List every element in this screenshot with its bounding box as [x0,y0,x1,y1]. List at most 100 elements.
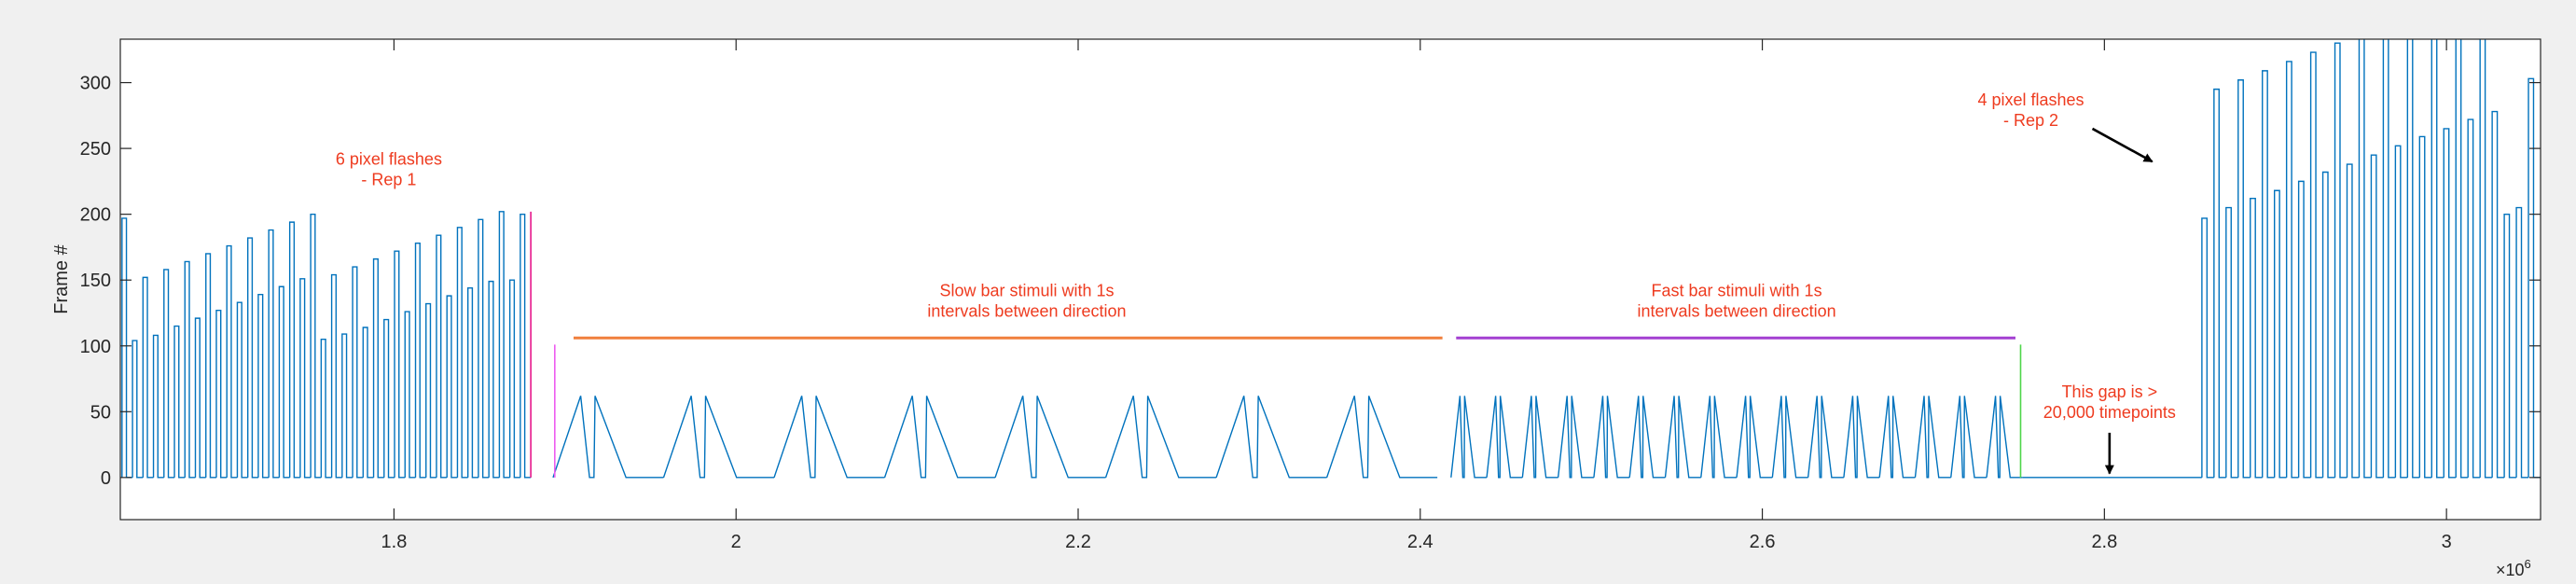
flash-pulse [2250,198,2263,479]
flash-pulse [2455,39,2469,479]
x-axis-exponent: ×106 [2496,557,2531,579]
flash-pulse [478,218,490,479]
flash-pulse [2479,39,2493,479]
flash-pulse [2309,51,2323,479]
flash-pulse [508,279,520,479]
annotation-text: This gap is > 20,000 timepoints [2043,382,2176,422]
bar-sweep [1450,396,1488,479]
annotation-text: Fast bar stimuli with 1s intervals betwee… [1637,282,1835,321]
marks-layer [121,39,2541,479]
annotation-text: 4 pixel flashes - Rep 2 [1977,90,2084,130]
x-tick-label: 3 [2442,532,2452,552]
bar-sweep [883,396,996,479]
annotation-line: intervals between direction [927,302,1126,321]
flash-pulse [236,301,248,479]
flash-pulse [362,327,374,479]
flash-pulse [2225,206,2238,479]
signal-series [121,39,2541,479]
flash-pulse [2201,217,2214,479]
flash-pulse [142,276,154,479]
bar-sweep [773,396,885,479]
flash-pulse [163,269,175,479]
bar-sweep [1807,396,1844,479]
flash-pulse [352,266,364,479]
bar-sweep [1215,396,1327,479]
flash-pulse [330,273,342,479]
bar-sweep [1557,396,1594,479]
flash-pulse [2273,189,2287,479]
x-axis-exponent-power: 6 [2525,557,2531,571]
flash-pulse [2515,206,2529,479]
bar-sweep [1521,396,1558,479]
x-tick-label: 1.8 [381,532,408,552]
bar-sweep [1700,396,1738,479]
bar-sweep [1736,396,1773,479]
flash-pulse [132,340,144,479]
flash-pulse [2382,39,2396,479]
flash-pulse [310,213,322,479]
annotation-line: Slow bar stimuli with 1s [939,282,1114,300]
annotation-text: 6 pixel flashes - Rep 1 [336,150,442,189]
flash-pulse [2297,180,2311,479]
flash-pulse [2321,171,2335,479]
flash-pulse [2334,42,2347,479]
bar-sweep [1771,396,1808,479]
annotation-line: Fast bar stimuli with 1s [1652,282,1822,300]
flash-pulse [2370,154,2384,479]
y-tick-label: 100 [80,337,111,357]
x-axis-exponent-base: ×10 [2496,561,2525,579]
flash-pulse [184,260,196,479]
flash-pulse [320,338,332,479]
flash-pulse [404,311,416,479]
plot-area [120,39,2541,520]
x-tick-label: 2 [731,532,741,552]
flash-pulse [2467,118,2481,479]
flash-pulse [2431,39,2444,479]
flash-pulse [2491,110,2505,479]
x-tick-label: 2.6 [1750,532,1776,552]
y-tick-label: 300 [80,74,111,94]
axes-layer: 1.8 2 2.2 2.4 2.6 2.8 3 0 50 100 150 200 250 300 [80,38,2541,552]
bar-sweep [1325,396,1438,479]
annotation-line: 6 pixel flashes [336,150,442,169]
flash-pulse [425,302,436,479]
flash-pulse [414,242,426,479]
y-axis-label: Frame # [51,243,72,313]
bar-sweep [1104,396,1217,479]
flash-pulse [2262,70,2275,479]
bar-sweep [1914,396,1951,479]
flash-pulse [2358,39,2372,479]
bar-sweep [1628,396,1666,479]
bar-sweep [1950,396,1987,479]
bar-sweep [1843,396,1880,479]
annotation-line: - Rep 1 [361,171,416,189]
annotations-layer: 6 pixel flashes - Rep 1 Slow bar stimuli w… [336,90,2176,475]
annotation-line: This gap is > [2062,382,2158,401]
flash-pulse [246,237,258,479]
flash-pulse [467,286,478,479]
flash-pulse [173,325,186,479]
bar-sweep [1593,396,1630,479]
flash-pulse [288,221,300,479]
flash-pulse [498,211,510,479]
rep2-arrow [2091,127,2154,163]
bar-sweep [994,396,1106,479]
annotation-line: 4 pixel flashes [1977,90,2084,109]
flash-pulse [226,244,238,479]
y-tick-label: 250 [80,139,111,160]
flash-pulse [278,285,290,479]
flash-pulse [205,253,216,479]
flash-pulse [2237,79,2251,479]
flash-pulse [394,250,406,479]
bar-sweep [1986,396,2023,479]
flash-pulse [372,257,384,479]
flash-pulse [2285,61,2299,479]
y-tick-label: 200 [80,205,111,226]
x-tick-label: 2.8 [2091,532,2117,552]
flash-pulse [2418,135,2432,479]
x-tick-label: 2.2 [1065,532,1091,552]
flash-pulse [446,295,458,479]
flash-pulse [152,334,164,479]
axes-box [119,38,2541,521]
y-tick-label: 50 [90,402,111,423]
